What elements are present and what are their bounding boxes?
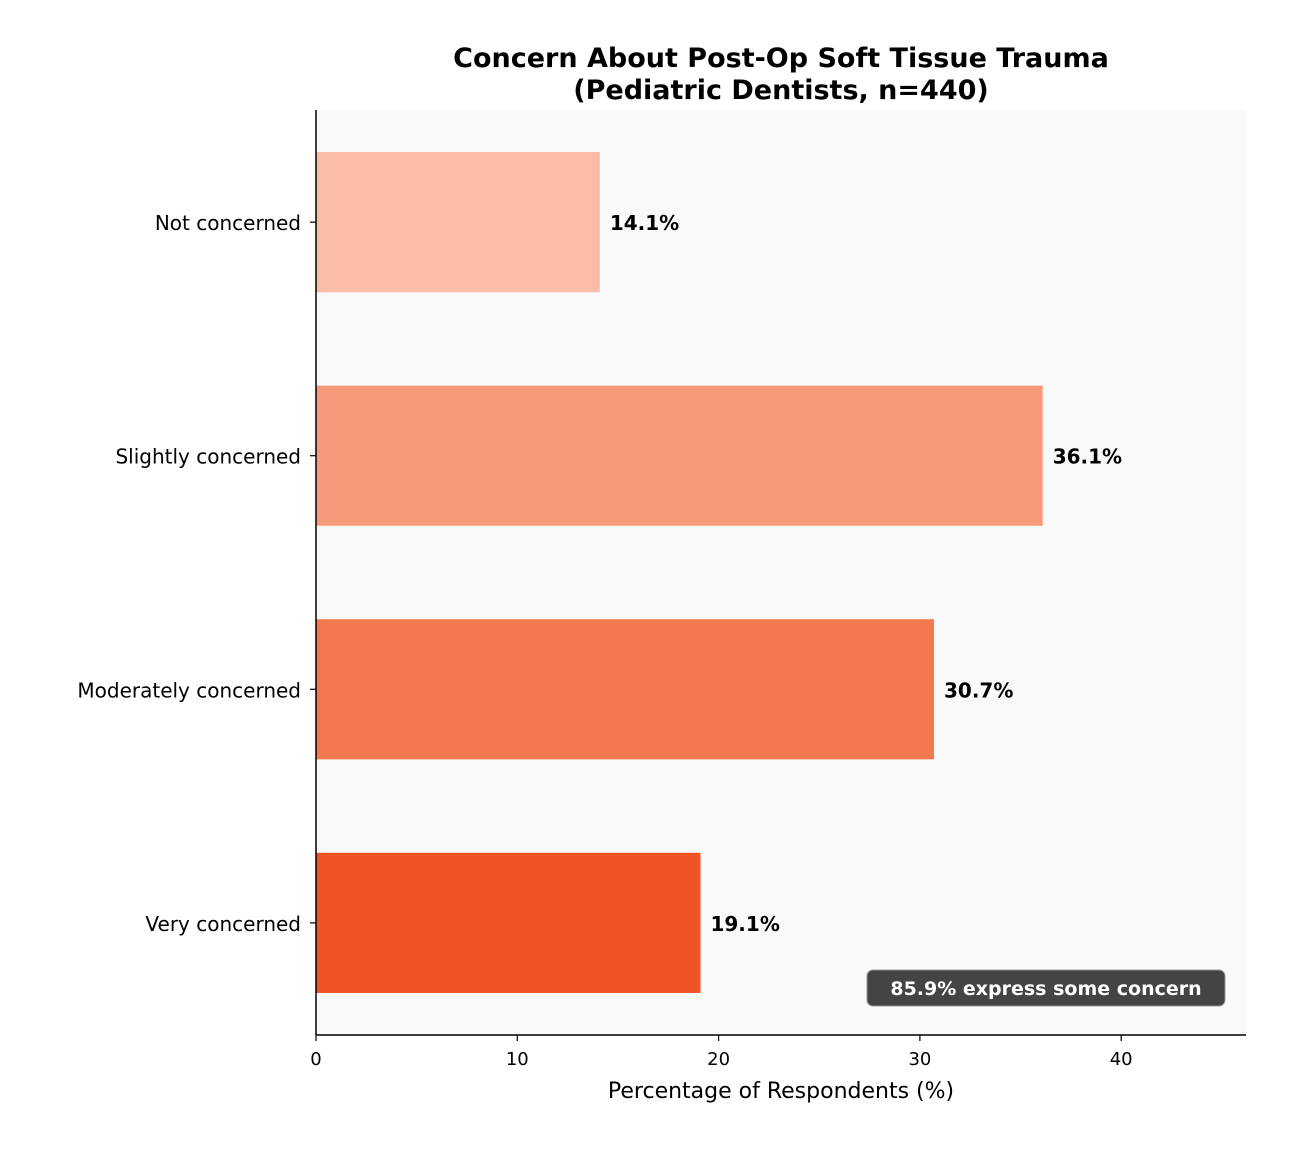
data-label: 19.1% [710,912,779,936]
y-tick-label: Not concerned [155,211,301,235]
x-tick-label: 40 [1110,1049,1133,1070]
x-axis-label: Percentage of Respondents (%) [608,1079,954,1104]
data-label: 14.1% [610,211,679,235]
bar [316,385,1043,526]
y-tick-label: Very concerned [145,912,301,936]
bar [316,152,600,293]
annotation-text: 85.9% express some concern [890,978,1201,1000]
x-tick-label: 0 [310,1049,321,1070]
chart-title: Concern About Post-Op Soft Tissue Trauma [453,43,1109,74]
data-label: 36.1% [1053,445,1122,469]
annotation-box: 85.9% express some concern [866,969,1226,1007]
bar [316,852,701,993]
chart-subtitle: (Pediatric Dentists, n=440) [573,75,988,106]
x-tick-label: 20 [707,1049,730,1070]
y-tick-label: Moderately concerned [77,678,301,702]
x-tick-label: 10 [506,1049,529,1070]
bar [316,619,934,760]
data-label: 30.7% [944,678,1013,702]
x-tick-label: 30 [908,1049,931,1070]
y-tick-label: Slightly concerned [115,445,301,469]
